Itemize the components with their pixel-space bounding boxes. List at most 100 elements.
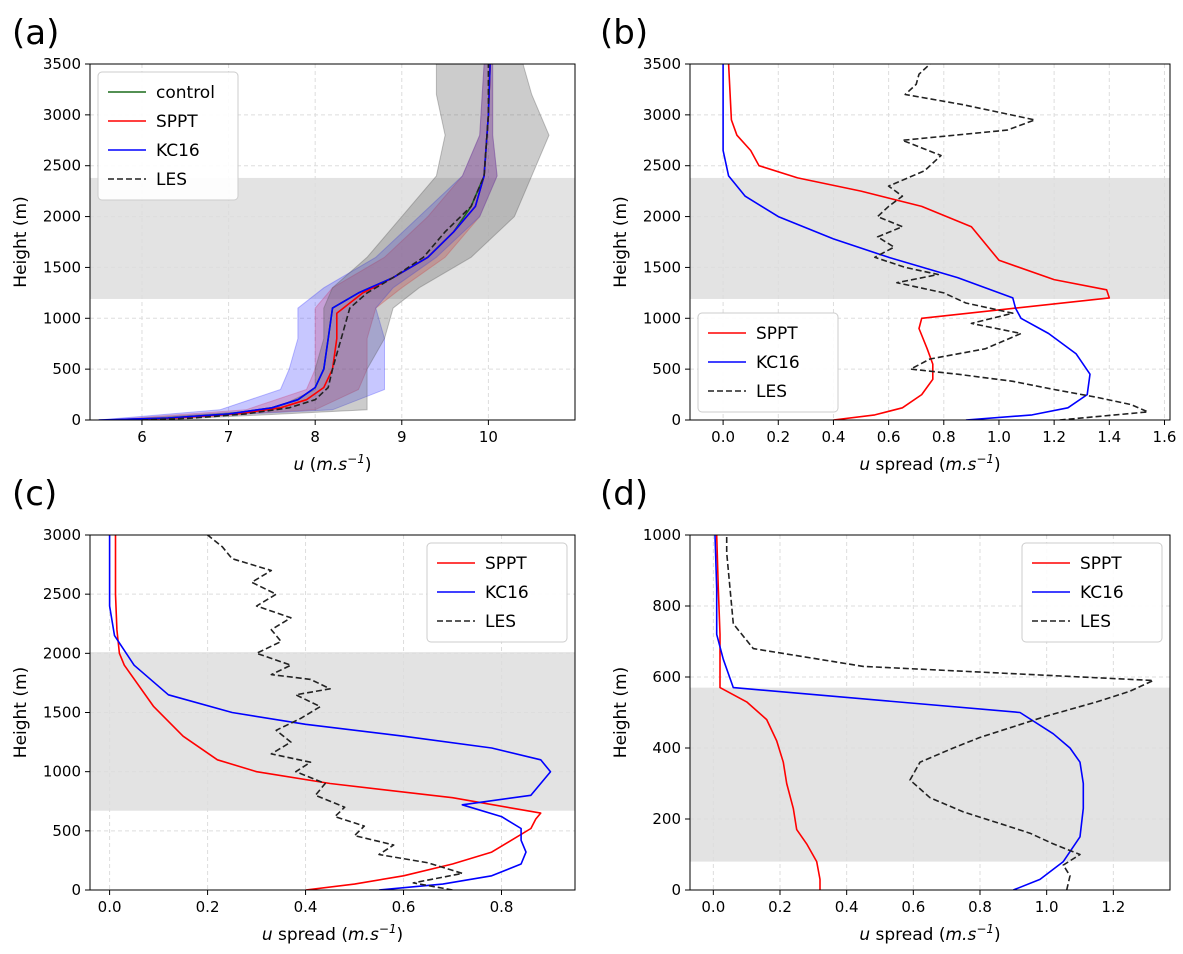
panel-letter: (c) [12, 474, 57, 514]
x-tick-label: 0.4 [835, 898, 859, 916]
y-axis-label: Height (m) [611, 667, 631, 758]
x-tick-label: 1.4 [1097, 428, 1121, 446]
y-tick-label: 3500 [643, 55, 681, 73]
legend: SPPT KC16 LES [426, 542, 568, 643]
plot-area [98, 64, 550, 420]
legend-label-sppt: SPPT [756, 324, 798, 344]
x-tick-label: 1.0 [1035, 898, 1059, 916]
series-line-les [207, 535, 464, 890]
legend-label-sppt: SPPT [485, 554, 527, 574]
legend-label-les: LES [485, 612, 516, 632]
legend-label-kc16: KC16 [756, 353, 800, 373]
y-tick-label: 2500 [643, 157, 681, 175]
x-tick-label: 6 [137, 428, 147, 446]
series-line-kc16 [98, 64, 491, 420]
series-line-sppt [114, 535, 542, 890]
x-tick-label: 0.2 [196, 898, 220, 916]
legend-label-kc16: KC16 [156, 141, 200, 161]
x-tick-label: 0.4 [822, 428, 846, 446]
y-tick-label: 3000 [43, 106, 81, 124]
legend-label-les: LES [156, 170, 187, 190]
y-tick-label: 1000 [643, 526, 681, 544]
legend-box [1021, 542, 1163, 643]
y-tick-label: 0 [71, 881, 81, 899]
plot-area [714, 535, 1155, 890]
y-tick-label: 2000 [43, 644, 81, 662]
spread-band-2 [98, 64, 498, 420]
x-tick-label: 1.6 [1153, 428, 1177, 446]
series-line-les [725, 535, 1155, 890]
panel-3: (c) 0.0 0.2 0.4 0.6 0.8 0 500 1000 1500 2000 2500 30… [11, 474, 576, 945]
x-tick-label: 9 [397, 428, 407, 446]
x-tick-label: 1.2 [1042, 428, 1066, 446]
y-axis-label: Height (m) [11, 667, 31, 758]
legend-label-control: control [156, 83, 215, 103]
spread-band-1 [107, 64, 498, 420]
x-tick-label: 0.8 [968, 898, 992, 916]
x-tick-label: 0.6 [877, 428, 901, 446]
y-tick-label: 0 [671, 881, 681, 899]
shaded-band [690, 687, 1170, 862]
x-tick-label: 1.2 [1101, 898, 1125, 916]
y-axis-label: Height (m) [11, 196, 31, 287]
x-axis-label: u (m.s−1) [294, 452, 372, 475]
x-tick-label: 0.6 [392, 898, 416, 916]
legend-box [426, 542, 568, 643]
shaded-band [690, 177, 1170, 299]
y-tick-label: 0 [671, 411, 681, 429]
x-tick-label: 7 [224, 428, 234, 446]
series-line-kc16 [108, 535, 552, 890]
y-tick-label: 200 [652, 810, 681, 828]
y-tick-label: 600 [652, 668, 681, 686]
legend: SPPT KC16 LES [697, 312, 839, 413]
x-tick-label: 0.2 [768, 898, 792, 916]
x-tick-label: 0.6 [901, 898, 925, 916]
y-tick-label: 1000 [43, 763, 81, 781]
axes-frame [689, 534, 1171, 891]
panel-1: (a) 6 7 8 9 10 0 500 1000 1500 2000 2500 3000 3500 u (… [11, 13, 576, 475]
x-tick-label: 0.8 [490, 898, 514, 916]
y-tick-label: 2500 [43, 585, 81, 603]
y-tick-label: 2500 [43, 157, 81, 175]
legend-label-les: LES [756, 382, 787, 402]
y-tick-label: 1500 [643, 258, 681, 276]
legend-box [97, 71, 239, 201]
y-tick-label: 500 [52, 360, 81, 378]
x-tick-label: 0.0 [711, 428, 735, 446]
y-tick-label: 2000 [643, 208, 681, 226]
y-axis-label: Height (m) [611, 196, 631, 287]
x-tick-label: 10 [479, 428, 498, 446]
y-tick-label: 400 [652, 739, 681, 757]
panel-letter: (a) [12, 13, 59, 53]
x-tick-label: 0.0 [701, 898, 725, 916]
legend-label-kc16: KC16 [485, 583, 529, 603]
plot-area [722, 64, 1149, 420]
y-tick-label: 3500 [43, 55, 81, 73]
spread-band-3 [115, 64, 550, 420]
series-line-les [874, 64, 1149, 420]
legend-label-sppt: SPPT [1080, 554, 1122, 574]
plot-area [108, 535, 552, 890]
y-tick-label: 3000 [43, 526, 81, 544]
x-axis-label: u spread (m.s−1) [859, 452, 1000, 475]
y-tick-label: 500 [52, 822, 81, 840]
series-line-sppt [715, 535, 821, 890]
series-line-kc16 [722, 64, 1091, 420]
y-tick-label: 1500 [43, 258, 81, 276]
legend: SPPT KC16 LES [1021, 542, 1163, 643]
x-axis-label: u spread (m.s−1) [262, 922, 403, 945]
series-line-sppt [727, 64, 1111, 420]
axes-frame [689, 63, 1171, 421]
series-line-les [141, 64, 490, 420]
x-tick-label: 1.0 [987, 428, 1011, 446]
series-line-kc16 [714, 535, 1085, 890]
legend-box [697, 312, 839, 413]
legend-label-kc16: KC16 [1080, 583, 1124, 603]
x-tick-label: 8 [310, 428, 320, 446]
x-axis-label: u spread (m.s−1) [859, 922, 1000, 945]
legend-label-les: LES [1080, 612, 1111, 632]
shaded-band [90, 652, 575, 811]
y-tick-label: 800 [652, 597, 681, 615]
x-tick-label: 0.8 [932, 428, 956, 446]
